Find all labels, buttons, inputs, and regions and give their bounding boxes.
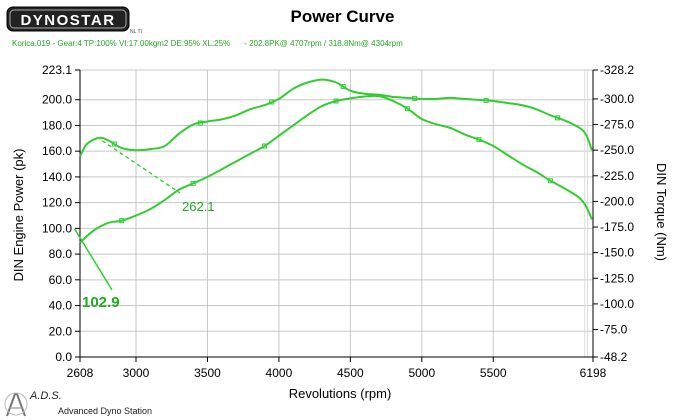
power-series-line	[79, 94, 593, 244]
y-axis-right-label: DIN Torque (Nm)	[654, 163, 669, 261]
footer-subtitle: Advanced Dyno Station	[58, 406, 153, 416]
y-left-tick-label: 120.0	[42, 196, 72, 210]
chart-annotations: 262.1 102.9	[73, 140, 215, 311]
x-tick-label: 3000	[123, 366, 150, 380]
x-tick-label: 3500	[194, 366, 221, 380]
logo-subtext: NL TI	[130, 29, 142, 35]
power-point-marker	[333, 98, 339, 104]
chart-grid	[79, 69, 594, 358]
y-left-tick-label: 140.0	[42, 170, 72, 184]
y-right-tick-label: -200.0	[600, 194, 634, 208]
y-right-tick-label: -125.0	[600, 271, 634, 285]
torque-point-marker	[483, 97, 489, 103]
chart-ticks: 0.0 20.0 40.0 60.0 80.0 100.0 120.0 140.0 160.0 1…	[42, 63, 634, 380]
torque-point-marker	[412, 95, 418, 101]
x-tick-label: 6198	[580, 366, 607, 380]
chart-series	[79, 78, 593, 244]
y-right-tick-label: -175.0	[600, 220, 634, 234]
y-left-tick-label: 0.0	[55, 350, 72, 364]
y-left-tick-label: 100.0	[42, 221, 72, 235]
power-point-marker	[547, 178, 553, 184]
y-left-tick-label: 80.0	[49, 247, 73, 261]
y-right-tick-label: -275.0	[600, 118, 634, 132]
power-point-marker	[119, 218, 125, 224]
power-point-marker	[476, 137, 482, 143]
torque-annotation-leader	[101, 140, 181, 194]
x-tick-label: 4000	[266, 366, 293, 380]
x-tick-label: 2608	[67, 366, 94, 380]
y-left-tick-label: 40.0	[49, 299, 73, 313]
y-left-tick-label: 160.0	[42, 144, 72, 158]
y-left-tick-label: 223.1	[42, 63, 72, 77]
footer-brand: A.D.S.	[30, 390, 62, 402]
torque-series-line	[79, 78, 593, 157]
power-point-marker	[405, 106, 411, 112]
x-axis-label: Revolutions (rpm)	[289, 386, 392, 401]
torque-point-marker	[555, 115, 561, 121]
x-tick-label: 5000	[408, 366, 435, 380]
y-right-tick-label: -225.0	[600, 169, 634, 183]
power-annotation-label: 102.9	[82, 294, 120, 311]
chart-title: Power Curve	[290, 7, 395, 26]
torque-point-marker	[112, 141, 118, 147]
y-axis-left-label: DIN Engine Power (pk)	[11, 149, 26, 282]
y-right-tick-label: -328.2	[600, 63, 634, 77]
y-left-tick-label: 200.0	[42, 93, 72, 107]
chart-axes	[79, 70, 594, 358]
y-right-tick-label: -48.2	[600, 350, 628, 364]
power-point-marker	[190, 180, 196, 186]
y-left-tick-label: 20.0	[49, 324, 73, 338]
torque-point-marker	[340, 84, 346, 90]
y-right-tick-label: -250.0	[600, 143, 634, 157]
run-info: Korica.019 - Gear:4 TP:100% VI:17.00kgm2…	[12, 39, 403, 48]
y-left-tick-label: 180.0	[42, 118, 72, 132]
logo-text: DYNOSTAR	[20, 12, 115, 29]
power-annotation-leader	[73, 228, 113, 291]
dynostar-logo: DYNOSTAR	[6, 6, 130, 32]
torque-annotation-label: 262.1	[182, 199, 215, 214]
run-info-peak: - 202.8PK@ 4707rpm / 318.8Nm@ 4304rpm	[244, 39, 403, 48]
torque-point-marker	[197, 120, 203, 126]
y-right-tick-label: -75.0	[600, 323, 628, 337]
power-point-marker	[262, 143, 268, 149]
y-left-tick-label: 60.0	[49, 273, 73, 287]
y-right-tick-label: -100.0	[600, 297, 634, 311]
y-right-tick-label: -300.0	[600, 92, 634, 106]
x-tick-label: 5500	[480, 366, 507, 380]
torque-point-marker	[269, 99, 275, 105]
y-right-tick-label: -150.0	[600, 246, 634, 260]
run-info-params: Korica.019 - Gear:4 TP:100% VI:17.00kgm2…	[12, 39, 231, 48]
x-tick-label: 4500	[337, 366, 364, 380]
ads-logo-icon	[4, 392, 28, 417]
